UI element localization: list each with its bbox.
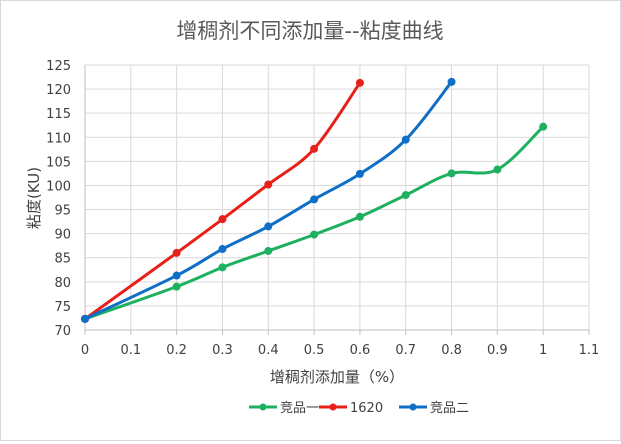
- x-axis-label: 增稠剂添加量（%）: [270, 368, 404, 386]
- data-point: [218, 263, 227, 272]
- chart-title: 增稠剂不同添加量--粘度曲线: [176, 19, 443, 43]
- x-tick-label: 0: [81, 343, 89, 358]
- y-tick-label: 70: [54, 324, 71, 339]
- y-tick-label: 75: [54, 300, 71, 315]
- data-point: [355, 169, 364, 178]
- y-tick-label: 110: [46, 131, 71, 146]
- x-tick-label: 0.9: [487, 343, 508, 358]
- x-tick-label: 0.3: [212, 343, 233, 358]
- data-point: [401, 135, 410, 144]
- data-point: [218, 245, 227, 254]
- data-point: [264, 222, 273, 231]
- x-tick-label: 1.1: [579, 343, 600, 358]
- data-point: [539, 122, 548, 131]
- data-point: [493, 165, 502, 174]
- grid-layer: [85, 64, 590, 330]
- y-tick-label: 105: [46, 155, 71, 170]
- legend-label: 竞品一: [280, 400, 319, 416]
- data-point: [172, 282, 181, 291]
- x-tick-label: 0.7: [395, 343, 416, 358]
- y-tick-label: 90: [54, 228, 71, 243]
- data-point: [447, 77, 456, 86]
- legend-swatch-marker: [409, 403, 417, 411]
- x-tick-label: 0.8: [441, 343, 462, 358]
- x-tick-label: 0.5: [304, 343, 325, 358]
- data-point: [401, 191, 410, 200]
- data-point: [172, 248, 181, 257]
- data-point: [310, 144, 319, 153]
- legend-swatch-marker: [259, 403, 267, 411]
- y-tick-label: 115: [46, 107, 71, 122]
- y-tick-label: 80: [54, 276, 71, 291]
- y-tick-label: 85: [54, 252, 71, 267]
- legend-label: 1620: [350, 401, 383, 416]
- series-line-0: [83, 125, 545, 321]
- y-tick-label: 95: [54, 204, 71, 219]
- y-tick-label: 120: [46, 83, 71, 98]
- data-point: [310, 195, 319, 204]
- data-point: [81, 314, 89, 323]
- x-tick-label: 0.2: [166, 343, 187, 358]
- data-point: [218, 215, 227, 224]
- y-tick-label: 125: [46, 59, 71, 74]
- legend-swatch-marker: [329, 403, 337, 411]
- legend-label: 竞品二: [430, 400, 469, 416]
- series-line-1: [83, 81, 362, 321]
- legend: 竞品一 1620 竞品二: [249, 400, 469, 416]
- data-point: [264, 246, 273, 255]
- data-point: [355, 212, 364, 221]
- x-tick-label: 1: [539, 343, 547, 358]
- series-layer: [81, 77, 548, 323]
- data-point: [172, 271, 181, 280]
- axis-layer: 70 75 80 85 90 95 100 105 110 115 120 125 0 0.1 0.2 0.3…: [46, 59, 599, 358]
- x-tick-label: 0.4: [258, 343, 279, 358]
- data-point: [310, 230, 319, 239]
- x-tick-label: 0.6: [350, 343, 371, 358]
- y-axis-label: 粘度(KU): [25, 167, 43, 229]
- data-point: [447, 169, 456, 178]
- x-tick-label: 0.1: [120, 343, 141, 358]
- data-point: [264, 180, 273, 189]
- data-point: [355, 78, 364, 87]
- y-tick-label: 100: [46, 179, 71, 194]
